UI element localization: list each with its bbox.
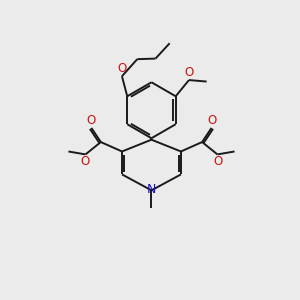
Text: O: O bbox=[80, 155, 90, 168]
Text: O: O bbox=[208, 114, 217, 127]
Text: O: O bbox=[117, 62, 126, 75]
Text: O: O bbox=[184, 66, 194, 79]
Text: O: O bbox=[86, 114, 95, 127]
Text: N: N bbox=[147, 183, 156, 196]
Text: O: O bbox=[213, 155, 223, 168]
